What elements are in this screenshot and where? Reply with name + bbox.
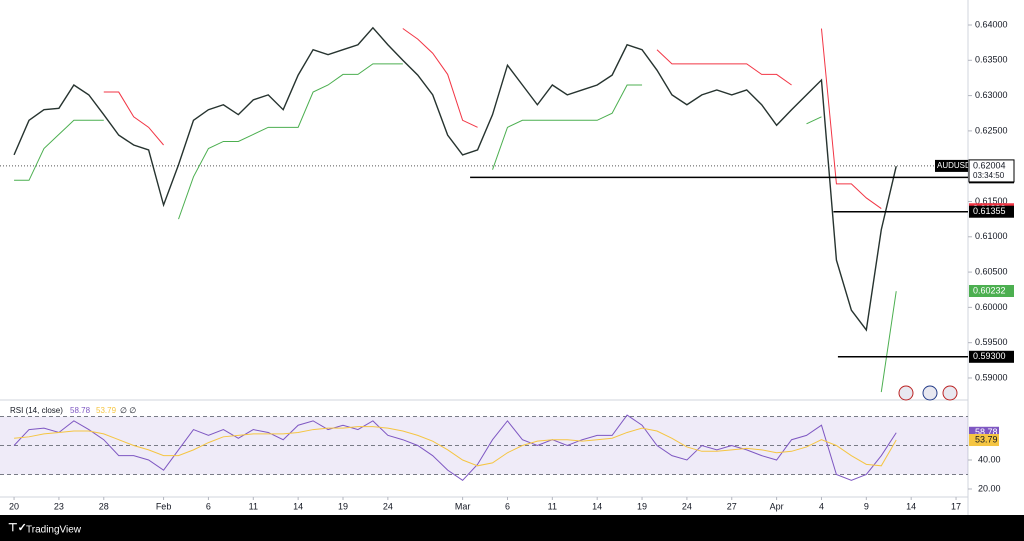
y-tick-label: 0.63500 — [975, 55, 1008, 65]
last-price-box — [968, 159, 1015, 183]
series-line — [13, 414, 897, 481]
x-tick-label: 4 — [819, 501, 824, 511]
x-tick-label: 6 — [206, 501, 211, 511]
x-tick-label: 19 — [338, 501, 348, 511]
y-tick-label: 0.61000 — [975, 231, 1008, 241]
x-tick-label: 14 — [592, 501, 602, 511]
series-line — [103, 28, 882, 209]
x-tick-label: 14 — [293, 501, 303, 511]
x-tick-label: 28 — [99, 501, 109, 511]
y-tick-label: 0.59500 — [975, 337, 1008, 347]
rsi-value-label: 58.78 — [975, 427, 998, 437]
rsi-ma-legend-value: 53.79 — [96, 406, 117, 415]
symbol-label: AUDUSD — [937, 161, 971, 170]
series-line — [14, 63, 897, 393]
flag-icon — [942, 385, 958, 401]
price-label-box — [969, 350, 1014, 363]
x-tick-label: 11 — [249, 501, 258, 511]
x-tick-label: Feb — [156, 501, 172, 511]
y-tick-label: 0.60500 — [975, 266, 1008, 276]
countdown-label: 03:34:50 — [973, 171, 1005, 180]
x-tick-label: 9 — [864, 501, 869, 511]
y-tick-label: 0.59000 — [975, 372, 1008, 382]
flag-icon — [898, 385, 914, 401]
x-tick-label: 6 — [505, 501, 510, 511]
x-tick-label: Mar — [455, 501, 471, 511]
price-label-box — [969, 284, 1014, 297]
flag-icon — [922, 385, 938, 401]
x-tick-label: 20 — [9, 501, 19, 511]
x-tick-label: 14 — [906, 501, 916, 511]
symbol-box — [935, 159, 968, 172]
x-tick-label: 17 — [951, 501, 961, 511]
y-tick-label: 0.62500 — [975, 125, 1008, 135]
y-tick-label: 0.60000 — [975, 302, 1008, 312]
y-tick-label: 0.61500 — [975, 196, 1008, 206]
series-line — [14, 426, 897, 467]
x-tick-label: 19 — [637, 501, 647, 511]
brand-logo: ⊤✓ — [8, 522, 27, 534]
x-tick-label: 24 — [383, 501, 393, 511]
footer-bar — [0, 515, 1024, 541]
y-tick-label: 0.64000 — [975, 19, 1008, 29]
brand: TradingView — [26, 525, 82, 536]
x-tick-label: Apr — [770, 501, 784, 511]
price-label: 0.61355 — [973, 206, 1006, 216]
rsi-value-label: 53.79 — [975, 434, 998, 444]
y-tick-label: 0.63000 — [975, 90, 1008, 100]
y-tick-label: 40.00 — [978, 454, 1001, 464]
price-label: 0.60232 — [973, 285, 1006, 295]
x-tick-label: 11 — [548, 501, 557, 511]
x-tick-label: 24 — [682, 501, 692, 511]
x-tick-label: 23 — [54, 501, 64, 511]
price-label-box — [969, 205, 1014, 218]
rsi-legend-extra: ∅ ∅ — [120, 406, 136, 415]
rsi-value-box — [969, 434, 999, 447]
last-price-label: 0.62004 — [973, 160, 1006, 170]
price-label: 0.59300 — [973, 351, 1006, 361]
y-tick-label: 20.00 — [978, 483, 1001, 493]
x-tick-label: 27 — [727, 501, 737, 511]
rsi-legend-value: 58.78 — [70, 406, 91, 415]
rsi-title: RSI (14, close) — [10, 406, 63, 415]
series-line — [13, 26, 897, 332]
